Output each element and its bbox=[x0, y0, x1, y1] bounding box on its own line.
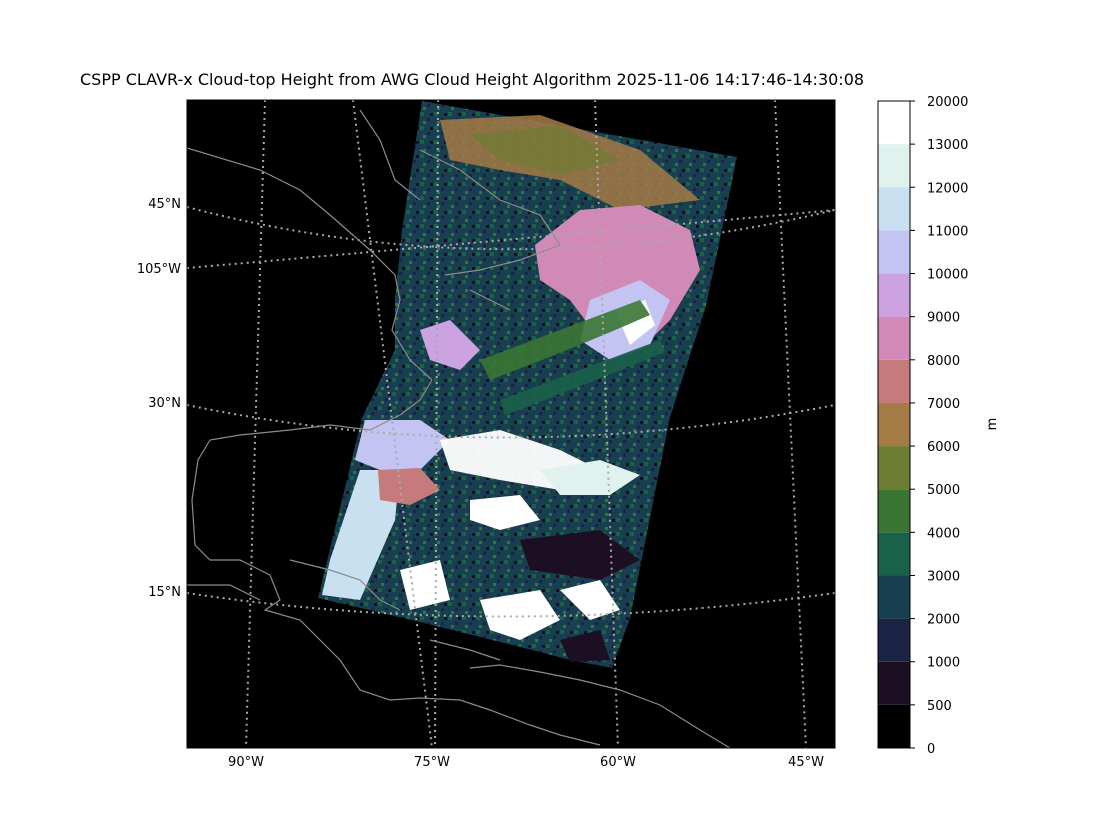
lon-label-75w: 75°W bbox=[414, 755, 450, 770]
colorbar-frame bbox=[877, 100, 911, 749]
colorbar-segment bbox=[878, 359, 910, 403]
colorbar-tick-label: 5000 bbox=[927, 483, 960, 498]
colorbar-tick-label: 8000 bbox=[927, 354, 960, 369]
colorbar-tick-label: 0 bbox=[927, 742, 935, 757]
colorbar-segment bbox=[878, 446, 910, 490]
colorbar-segment bbox=[878, 230, 910, 274]
plot-title: CSPP CLAVR-x Cloud-top Height from AWG C… bbox=[80, 70, 865, 89]
colorbar-segment bbox=[878, 704, 910, 748]
colorbar-tick-label: 4000 bbox=[927, 526, 960, 541]
colorbar-segment bbox=[878, 273, 910, 317]
cloud-features bbox=[322, 115, 700, 662]
colorbar-tick-label: 3000 bbox=[927, 569, 960, 584]
colorbar-segment bbox=[878, 575, 910, 619]
lat-label-15n: 15°N bbox=[148, 585, 181, 600]
graticule bbox=[187, 100, 835, 748]
colorbar-tick-label: 2000 bbox=[927, 613, 960, 628]
colorbar-segment bbox=[878, 661, 910, 705]
lon-label-60w: 60°W bbox=[600, 755, 636, 770]
lat-label-45n: 45°N bbox=[148, 197, 181, 212]
lon-label-90w: 90°W bbox=[228, 755, 264, 770]
colorbar-segment bbox=[878, 489, 910, 533]
colorbar-tick-label: 500 bbox=[927, 699, 952, 714]
colorbar-segment bbox=[878, 618, 910, 662]
lat-label-30n: 30°N bbox=[148, 396, 181, 411]
lon-label-105w: 105°W bbox=[137, 262, 181, 277]
colorbar-tick-label: 13000 bbox=[927, 138, 968, 153]
colorbar-tick-label: 11000 bbox=[927, 224, 968, 239]
colorbar-tick-label: 1000 bbox=[927, 656, 960, 671]
colorbar-segment bbox=[878, 144, 910, 188]
colorbar-segment bbox=[878, 316, 910, 360]
colorbar-tick-label: 7000 bbox=[927, 397, 960, 412]
colorbar-tick-label: 9000 bbox=[927, 311, 960, 326]
colorbar: 0 500 1000 2000 3000 4000 5000 6000 7000 8000 9000… bbox=[877, 95, 968, 757]
colorbar-tick-label: 12000 bbox=[927, 181, 968, 196]
colorbar-segment bbox=[878, 532, 910, 576]
colorbar-segment bbox=[878, 402, 910, 447]
lon-label-45w: 45°W bbox=[788, 755, 824, 770]
colorbar-tick-label: 10000 bbox=[927, 268, 968, 283]
coastlines bbox=[187, 109, 731, 748]
colorbar-segment bbox=[878, 187, 910, 231]
colorbar-tick-label: 20000 bbox=[927, 95, 968, 110]
colorbar-unit-label: m bbox=[985, 418, 1000, 431]
colorbar-segment bbox=[878, 101, 910, 145]
colorbar-tick-label: 6000 bbox=[927, 440, 960, 455]
